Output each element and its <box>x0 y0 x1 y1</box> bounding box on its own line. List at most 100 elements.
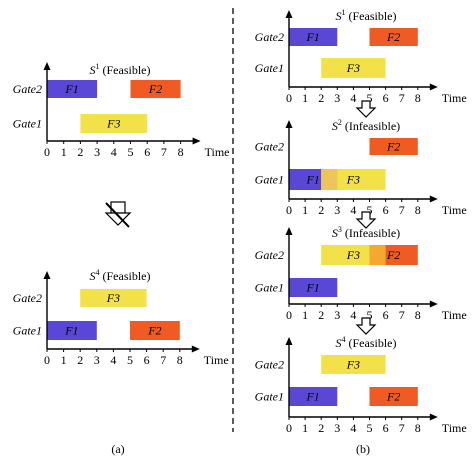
tick-label: 7 <box>399 91 405 105</box>
flight-label-f1: F1 <box>64 82 78 96</box>
tick-label: 4 <box>350 421 356 435</box>
step-arrow-shape <box>355 317 377 335</box>
flight-label-f2: F2 <box>386 248 400 262</box>
tick-label: 5 <box>127 353 133 367</box>
tick-label: 1 <box>61 353 67 367</box>
gate1-label: Gate1 <box>255 390 284 404</box>
tick-label: 5 <box>367 421 373 435</box>
tick-label: 5 <box>367 308 373 322</box>
tick-label: 7 <box>161 145 167 159</box>
flight-bar-f3 <box>321 355 386 374</box>
state-status: (Infeasible) <box>345 119 400 133</box>
state-symbol: S <box>90 63 96 77</box>
tick-label: 2 <box>318 308 324 322</box>
time-axis-label: Time <box>205 145 230 159</box>
tick-label: 3 <box>334 308 340 322</box>
gate-axis-arrowhead <box>285 227 293 235</box>
gate-axis-arrowhead <box>285 10 293 18</box>
state-title: S1 (Feasible) <box>90 62 151 77</box>
flight-bar-f1 <box>289 387 338 406</box>
flight-label-f3: F3 <box>346 173 360 187</box>
conflict-overlap <box>369 245 386 265</box>
state-index: 1 <box>342 8 346 17</box>
gate2-label: Gate2 <box>255 358 284 372</box>
tick-label: 6 <box>144 353 150 367</box>
state-title: S1 (Feasible) <box>336 8 397 23</box>
flight-label-f1: F1 <box>305 173 319 187</box>
tick-label: 8 <box>177 353 183 367</box>
state-symbol: S <box>90 269 96 283</box>
tick-label: 7 <box>399 203 405 217</box>
gate1-label: Gate1 <box>13 117 42 131</box>
gate2-label: Gate2 <box>13 291 42 305</box>
time-axis-label: Time <box>442 91 467 105</box>
gate1-label: Gate1 <box>255 281 284 295</box>
tick-label: 4 <box>110 353 116 367</box>
time-axis-arrowhead <box>192 137 201 145</box>
tick-label: 1 <box>302 308 308 322</box>
tick-label: 3 <box>94 353 100 367</box>
panel-label-b: (b) <box>356 442 370 456</box>
tick-label: 6 <box>383 421 389 435</box>
tick-label: 0 <box>44 145 50 159</box>
flight-bar-f2 <box>369 28 418 46</box>
tick-label: 5 <box>367 91 373 105</box>
tick-label: 3 <box>334 421 340 435</box>
flight-label-f3: F3 <box>346 61 360 75</box>
gate-axis-arrowhead <box>285 337 293 345</box>
tick-label: 5 <box>367 203 373 217</box>
state-symbol: S <box>336 9 342 23</box>
time-axis-label: Time <box>442 203 467 217</box>
not-implies-arrow-icon <box>104 201 132 228</box>
state-title: S3 (Infeasible) <box>332 225 400 240</box>
gate2-label: Gate2 <box>255 30 284 44</box>
flight-label-f1: F1 <box>305 30 319 44</box>
flight-label-f2: F2 <box>147 324 161 338</box>
flight-bar-f1 <box>47 321 97 340</box>
state-index: 2 <box>338 118 342 127</box>
tick-label: 5 <box>128 145 134 159</box>
tick-label: 3 <box>334 91 340 105</box>
tick-label: 7 <box>399 308 405 322</box>
state-index: 4 <box>96 268 100 277</box>
tick-label: 6 <box>383 91 389 105</box>
tick-label: 4 <box>111 145 117 159</box>
gate-axis-arrowhead <box>285 120 293 128</box>
state-status: (Feasible) <box>103 63 151 77</box>
flight-label-f1: F1 <box>305 390 319 404</box>
flight-label-f1: F1 <box>64 324 78 338</box>
flight-label-f3: F3 <box>106 117 120 131</box>
tick-label: 2 <box>77 145 83 159</box>
flight-bar-f3 <box>80 114 148 133</box>
step-arrow-shape <box>355 211 377 229</box>
flight-bar-f2 <box>130 80 181 98</box>
state-index: 1 <box>96 62 100 71</box>
flight-bar-f2 <box>369 387 418 406</box>
tick-label: 1 <box>302 421 308 435</box>
tick-label: 1 <box>302 91 308 105</box>
tick-label: 0 <box>286 91 292 105</box>
time-axis-arrowhead <box>429 195 438 203</box>
gate2-label: Gate2 <box>13 82 42 96</box>
flight-bar-f1 <box>47 80 98 98</box>
gate1-label: Gate1 <box>255 61 284 75</box>
flight-label-f2: F2 <box>386 140 400 154</box>
tick-label: 3 <box>94 145 100 159</box>
tick-label: 1 <box>61 145 67 159</box>
tick-label: 3 <box>334 203 340 217</box>
tick-label: 4 <box>350 203 356 217</box>
step-down-arrow-icon <box>355 211 377 229</box>
time-axis-label: Time <box>442 308 467 322</box>
tick-label: 8 <box>415 203 421 217</box>
step-down-arrow-icon <box>355 100 377 118</box>
tick-label: 6 <box>383 203 389 217</box>
step-arrows <box>355 100 377 335</box>
